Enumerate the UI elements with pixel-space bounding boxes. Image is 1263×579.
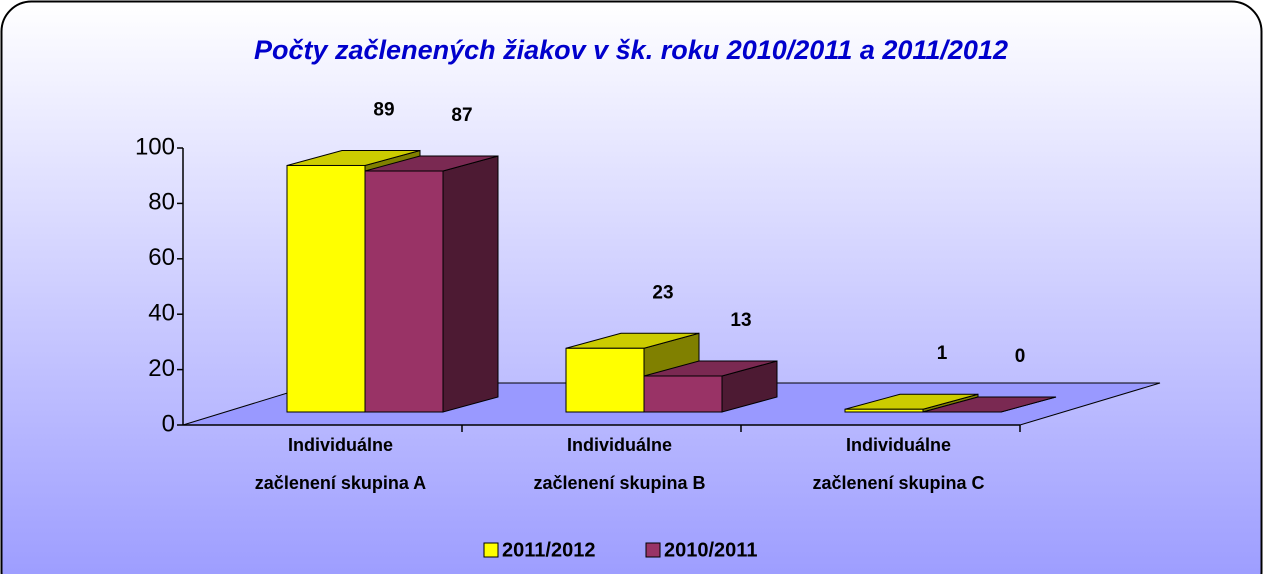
data-label: 13: [730, 310, 751, 331]
y-tick-label: 40: [148, 300, 175, 327]
y-tick-label: 20: [148, 355, 175, 382]
data-label: 87: [451, 105, 472, 126]
y-tick-label: 100: [135, 133, 175, 160]
bar: [643, 360, 778, 413]
legend-label: 2011/2012: [502, 539, 595, 561]
y-tick-label: 80: [148, 189, 175, 216]
legend-swatch: [483, 542, 499, 558]
bar: [922, 396, 1057, 413]
x-tick-label: Individuálne začlenení skupina B: [533, 435, 705, 493]
legend-label: 2010/2011: [664, 539, 757, 561]
y-tick-label: 0: [162, 410, 175, 437]
bar-front: [565, 347, 645, 413]
x-tick-label: Individuálne začlenení skupina C: [812, 435, 984, 493]
data-label: 89: [373, 99, 394, 120]
bar-front: [364, 170, 444, 413]
bar-side: [442, 155, 499, 413]
legend-swatch: [645, 542, 661, 558]
data-label: 0: [1015, 346, 1026, 367]
bar-front: [286, 164, 366, 413]
bar: [364, 155, 499, 413]
bar-front: [844, 408, 924, 413]
chart-title: Počty začlenených žiakov v šk. roku 2010…: [254, 35, 1008, 65]
bar-front: [643, 375, 723, 413]
bar-top: [922, 396, 1057, 413]
data-label: 1: [937, 343, 948, 364]
data-label: 23: [652, 282, 673, 303]
x-tick-label: Individuálne začlenení skupina A: [255, 435, 426, 493]
y-tick-label: 60: [148, 244, 175, 271]
